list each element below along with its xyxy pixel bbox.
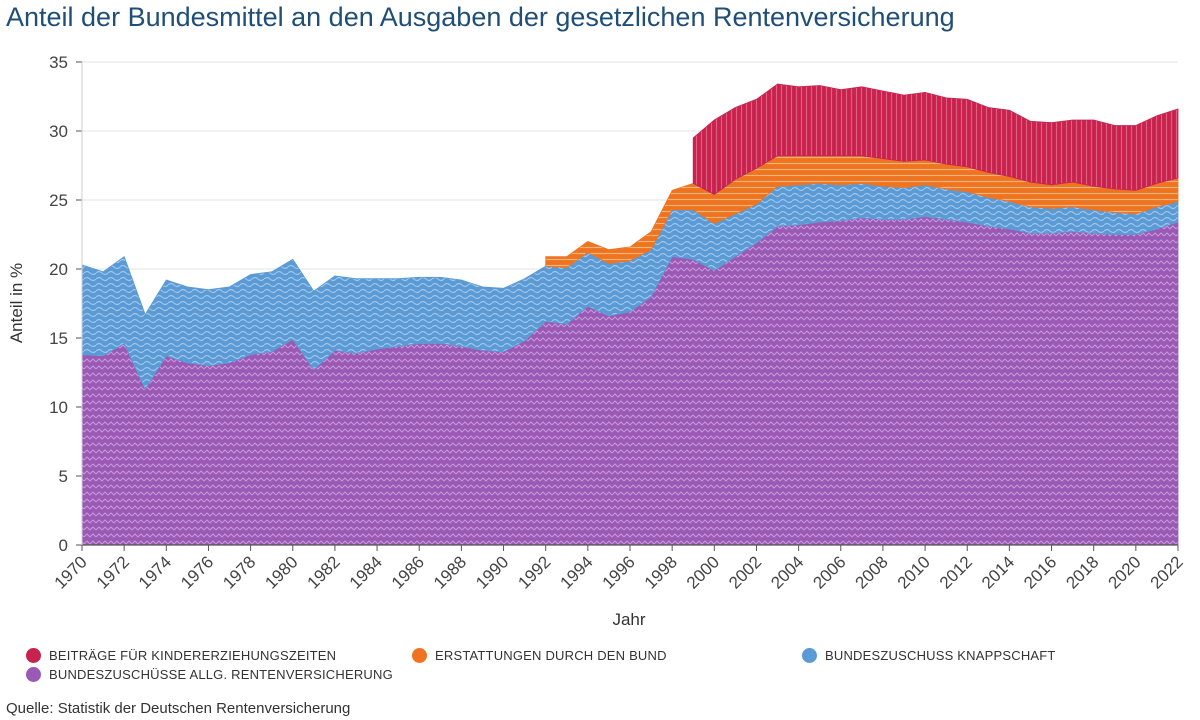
x-tick-label: 2022: [1147, 552, 1187, 592]
y-tick-label: 10: [49, 398, 68, 417]
y-tick-label: 35: [49, 53, 68, 72]
x-axis-label: Jahr: [612, 610, 645, 629]
legend-label: BEITRÄGE FÜR KINDERERZIEHUNGSZEITEN: [49, 648, 337, 663]
x-tick-label: 2010: [894, 552, 934, 592]
x-tick-label: 1996: [599, 552, 639, 592]
y-tick-label: 25: [49, 191, 68, 210]
legend-label: ERSTATTUNGEN DURCH DEN BUND: [435, 648, 667, 663]
legend-item-knappschaft[interactable]: BUNDESZUSCHUSS KNAPPSCHAFT: [802, 648, 1056, 663]
x-tick-label: 1972: [93, 552, 133, 592]
x-tick-label: 2004: [767, 552, 807, 592]
x-tick-label: 2020: [1104, 552, 1144, 592]
area-series-3: [692, 83, 1179, 195]
x-tick-label: 1978: [219, 552, 259, 592]
legend-item-kindererziehung[interactable]: BEITRÄGE FÜR KINDERERZIEHUNGSZEITEN: [26, 648, 336, 663]
y-tick-label: 20: [49, 260, 68, 279]
x-tick-label: 1984: [346, 552, 386, 592]
legend-swatch-orange: [412, 648, 427, 663]
y-tick-label: 5: [59, 467, 68, 486]
legend-item-erstattungen[interactable]: ERSTATTUNGEN DURCH DEN BUND: [412, 648, 667, 663]
x-tick-label: 2008: [852, 552, 892, 592]
chart-title: Anteil der Bundesmittel an den Ausgaben …: [6, 2, 955, 32]
area-series-1: [81, 182, 1179, 390]
x-tick-label: 1982: [304, 552, 344, 592]
x-tick-label: 2006: [809, 552, 849, 592]
legend-label: BUNDESZUSCHUSS KNAPPSCHAFT: [825, 648, 1056, 663]
x-tick-label: 1986: [388, 552, 428, 592]
x-tick-label: 1980: [261, 552, 301, 592]
legend-swatch-blue: [802, 648, 817, 663]
y-tick-label: 30: [49, 122, 68, 141]
x-tick-label: 1976: [177, 552, 217, 592]
x-tick-label: 1992: [514, 552, 554, 592]
x-tick-label: 2012: [936, 552, 976, 592]
x-tick-label: 2002: [725, 552, 765, 592]
x-tick-label: 1990: [472, 552, 512, 592]
source-note: Quelle: Statistik der Deutschen Rentenve…: [6, 700, 351, 717]
x-tick-label: 1974: [135, 552, 175, 592]
stacked-areas: [81, 83, 1179, 546]
y-tick-label: 15: [49, 329, 68, 348]
legend-label: BUNDESZUSCHÜSSE ALLG. RENTENVERSICHERUNG: [49, 667, 393, 682]
x-tick-label: 2000: [683, 552, 723, 592]
x-tick-label: 1970: [51, 552, 91, 592]
legend-swatch-purple: [26, 667, 41, 682]
x-tick-label: 1994: [556, 552, 596, 592]
x-tick-label: 1988: [430, 552, 470, 592]
x-tick-label: 2016: [1020, 552, 1060, 592]
legend-swatch-red: [26, 648, 41, 663]
y-axis-label: Anteil in %: [7, 263, 26, 343]
x-tick-label: 2018: [1062, 552, 1102, 592]
legend: BEITRÄGE FÜR KINDERERZIEHUNGSZEITEN ERST…: [26, 648, 1186, 688]
legend-item-bundeszuschuesse[interactable]: BUNDESZUSCHÜSSE ALLG. RENTENVERSICHERUNG: [26, 667, 393, 682]
y-tick-label: 0: [59, 536, 68, 555]
x-tick-label: 1998: [641, 552, 681, 592]
x-tick-label: 2014: [978, 552, 1018, 592]
